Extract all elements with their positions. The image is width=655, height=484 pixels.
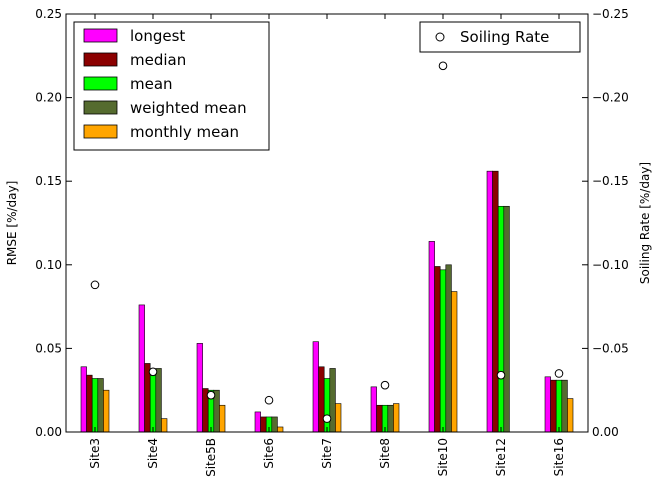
bar	[497, 205, 505, 433]
legend-label: mean	[130, 75, 173, 93]
soiling-rate-point	[264, 395, 274, 405]
x-tick-label: Site8	[378, 438, 392, 469]
y-tick-label-right: −0.05	[592, 341, 629, 355]
x-tick-label: Site10	[436, 438, 450, 476]
bar	[323, 378, 331, 433]
legend-swatch	[83, 124, 118, 139]
bar	[277, 426, 284, 433]
legend-swatch	[83, 100, 118, 115]
soiling-rate-point	[206, 390, 216, 400]
bar	[196, 343, 203, 433]
bar	[567, 398, 574, 433]
bar	[254, 411, 261, 433]
legend-label: monthly mean	[130, 123, 239, 141]
x-tick-label: Site3	[88, 438, 102, 469]
bar	[335, 403, 342, 433]
x-tick-label: Site7	[320, 438, 334, 469]
bar	[80, 366, 87, 433]
soiling-points-layer	[90, 61, 564, 423]
bar	[387, 404, 394, 433]
bar	[312, 341, 319, 433]
y-axis-label-right: Soiling Rate [%/day]	[638, 162, 652, 284]
bar	[439, 269, 447, 433]
legend-soiling-label: Soiling Rate	[460, 28, 549, 46]
legend-soiling-frame	[419, 21, 581, 53]
x-axis: Site3 Site4 Site5B Site6 Site7 Site8 Site10 Sit…	[88, 14, 566, 477]
legend-soiling-marker	[435, 32, 445, 42]
bar	[103, 389, 110, 433]
legend-label: weighted mean	[130, 99, 247, 117]
y-tick-label-right: −0.15	[592, 174, 629, 188]
x-tick-label: Site16	[552, 438, 566, 476]
right-y-axis: 0.00 −0.05 −0.10 −0.15 −0.20 −0.25	[582, 7, 629, 439]
bars-layer	[80, 170, 574, 433]
bar	[492, 170, 499, 433]
legend-label: longest	[130, 27, 185, 45]
y-tick-label-right: −0.20	[592, 91, 629, 105]
y-tick-label-right: 0.00	[592, 425, 619, 439]
bar	[219, 404, 226, 433]
soiling-rate-point	[496, 370, 506, 380]
bar	[393, 403, 400, 433]
bar	[91, 378, 99, 433]
bar	[86, 374, 93, 433]
y-tick-label-right: −0.25	[592, 7, 629, 21]
x-tick-label: Site12	[494, 438, 508, 476]
y-tick-label-left: 0.15	[35, 174, 62, 188]
bar	[370, 386, 377, 433]
bar	[161, 418, 168, 433]
bar	[451, 291, 458, 433]
bar	[561, 379, 568, 433]
legend-soiling: Soiling Rate	[419, 21, 581, 53]
x-tick-label: Site5B	[204, 438, 218, 477]
bar	[555, 379, 563, 433]
bar	[149, 374, 157, 433]
y-tick-label-left: 0.25	[35, 7, 62, 21]
left-y-axis: 0.00 0.05 0.10 0.15 0.20 0.25	[35, 7, 72, 439]
legend-swatch	[83, 28, 118, 43]
bar	[434, 266, 441, 433]
y-tick-label-left: 0.00	[35, 425, 62, 439]
soiling-rate-point	[554, 369, 564, 378]
bar	[550, 379, 557, 433]
soiling-rate-point	[322, 414, 332, 423]
bar	[97, 378, 104, 433]
bar	[260, 416, 267, 433]
y-axis-label-left: RMSE [%/day]	[5, 181, 19, 266]
soiling-rate-point	[148, 367, 158, 377]
legend-swatch	[83, 52, 118, 67]
legend-series: longest median mean weighted mean monthly me…	[73, 21, 270, 151]
bar	[544, 376, 551, 433]
bar	[486, 170, 493, 433]
soiling-rate-point	[380, 380, 390, 390]
legend-swatch	[83, 76, 118, 91]
bar	[445, 264, 452, 433]
y-tick-label-left: 0.10	[35, 258, 62, 272]
soiling-rate-point	[90, 280, 100, 290]
bar	[428, 241, 435, 433]
bar	[155, 368, 162, 433]
y-tick-label-left: 0.05	[35, 341, 62, 355]
y-tick-label-left: 0.20	[35, 91, 62, 105]
bar	[271, 416, 278, 433]
bar	[138, 304, 145, 433]
soiling-rate-point	[438, 61, 448, 71]
bar	[376, 404, 383, 433]
y-tick-label-right: −0.10	[592, 258, 629, 272]
legend-label: median	[130, 51, 186, 69]
bar	[503, 205, 510, 433]
bar	[318, 366, 325, 433]
bar	[329, 368, 336, 433]
x-tick-label: Site6	[262, 438, 276, 469]
x-tick-label: Site4	[146, 438, 160, 469]
